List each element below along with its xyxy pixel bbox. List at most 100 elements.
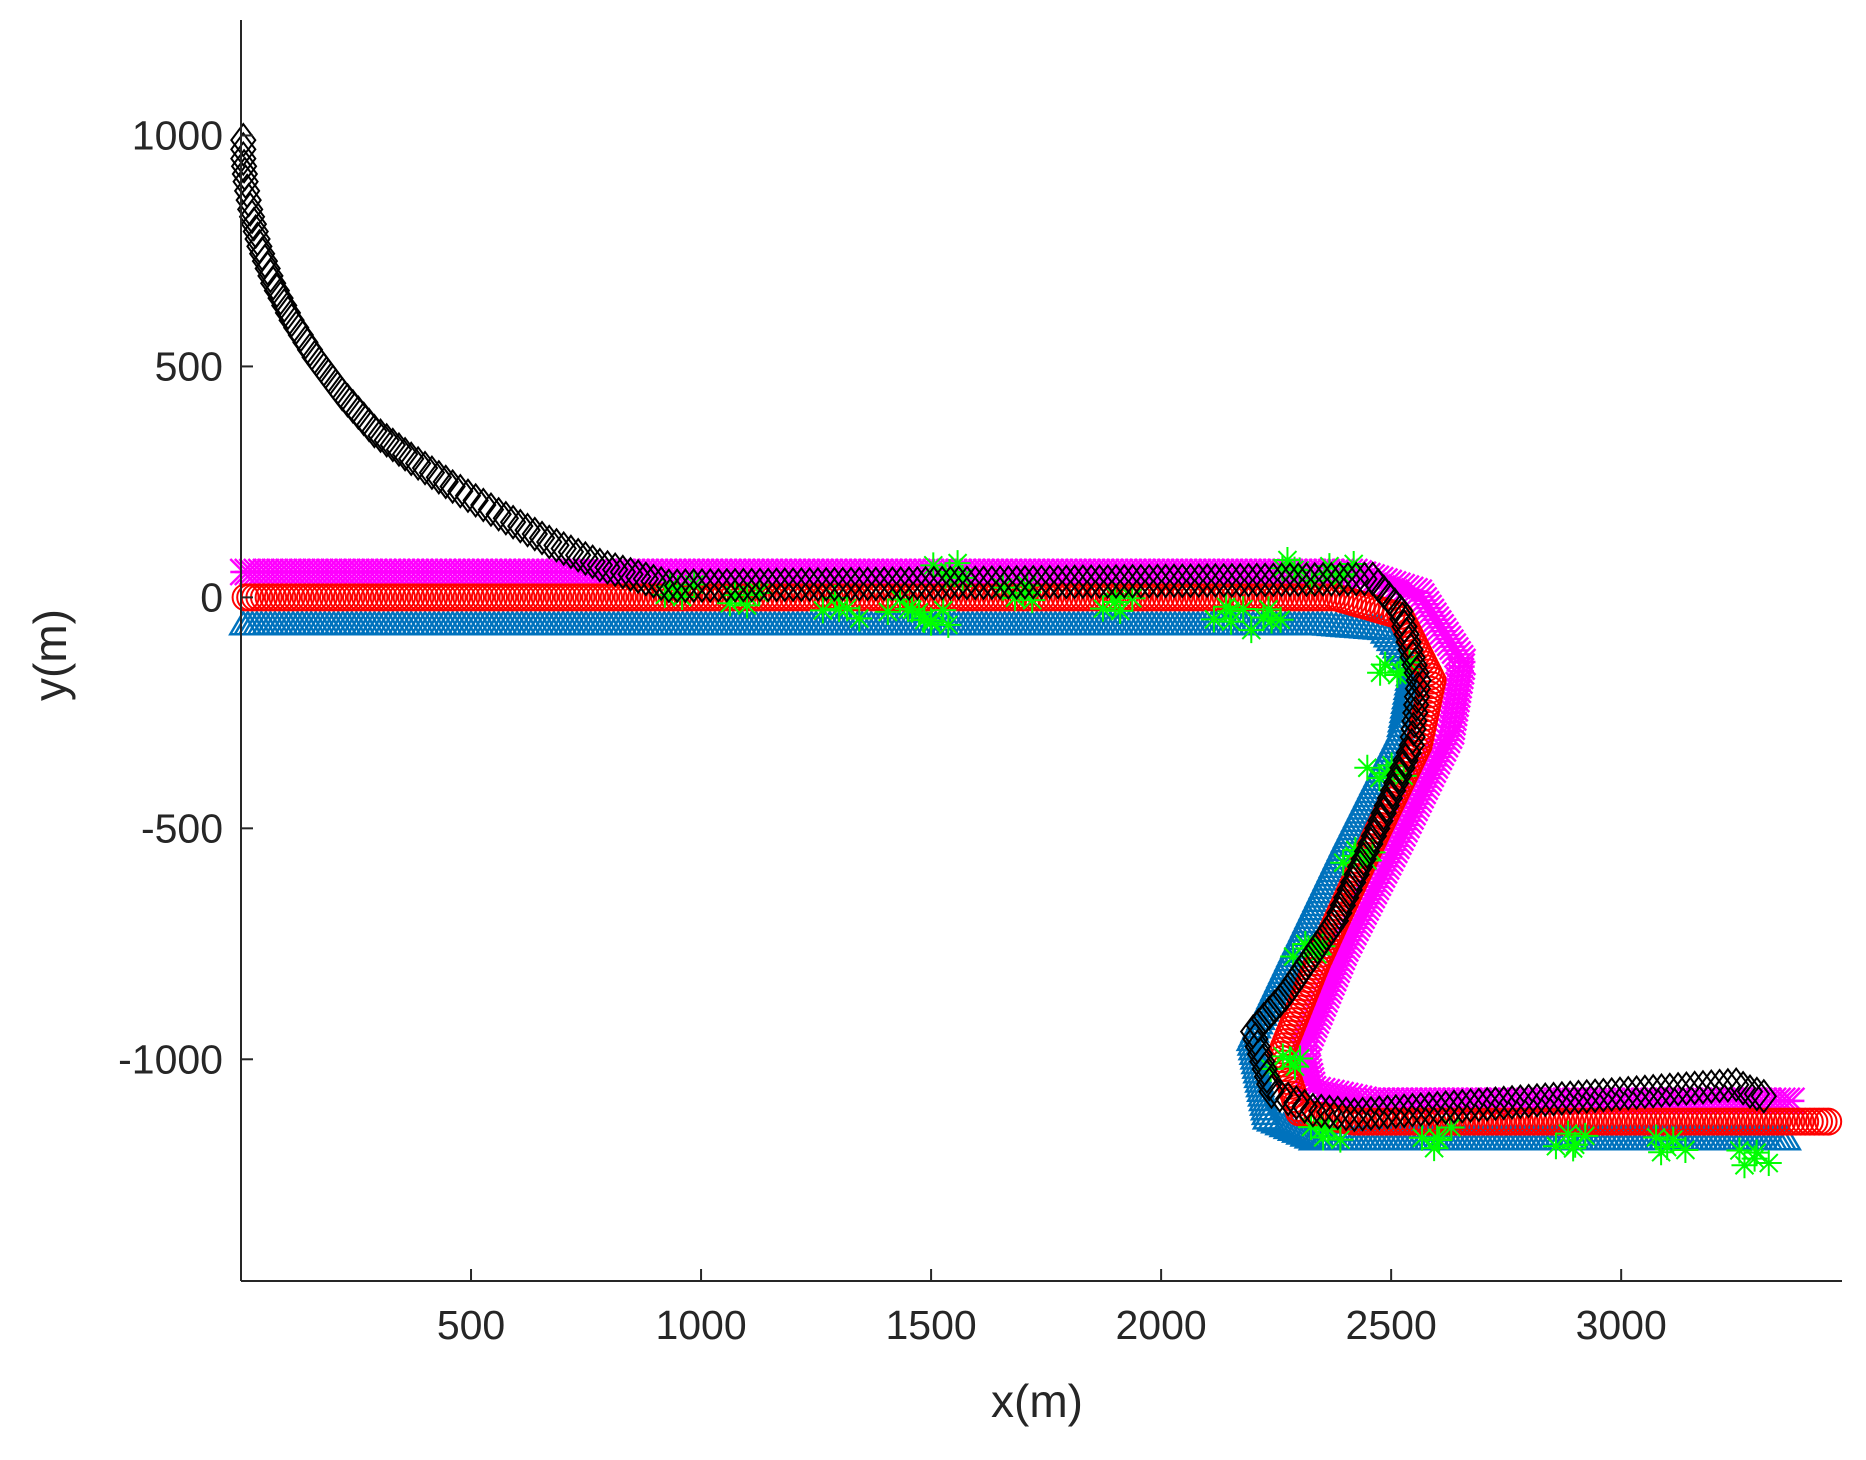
data-point — [474, 609, 505, 636]
data-point — [572, 540, 599, 577]
data-point — [1182, 609, 1214, 636]
data-point — [309, 609, 340, 636]
series-cross — [229, 558, 1806, 1115]
data-point — [1346, 849, 1374, 885]
data-point — [391, 436, 419, 472]
data-point — [1274, 547, 1301, 574]
series-triangle — [228, 609, 1802, 1151]
data-point — [989, 609, 1020, 636]
data-point — [1076, 609, 1108, 636]
data-point — [1253, 1058, 1281, 1095]
data-point — [800, 609, 832, 636]
data-point — [708, 609, 740, 636]
data-point — [341, 609, 372, 636]
data-point — [1741, 1145, 1768, 1172]
data-point — [557, 609, 588, 636]
data-point — [601, 552, 629, 588]
data-point — [1351, 561, 1378, 597]
data-point — [1370, 795, 1397, 831]
data-point — [575, 609, 606, 636]
data-point — [529, 609, 560, 636]
data-point — [273, 609, 304, 636]
data-point — [1063, 609, 1094, 636]
axes — [240, 20, 1842, 1282]
data-point — [1324, 1095, 1352, 1131]
data-point — [1307, 1093, 1335, 1129]
data-point — [528, 520, 556, 556]
data-point — [382, 609, 413, 636]
data-point — [259, 265, 287, 301]
data-point — [1367, 659, 1394, 686]
data-point — [521, 516, 549, 552]
data-point — [1750, 1078, 1778, 1114]
data-point — [368, 609, 399, 636]
data-point — [626, 609, 657, 636]
data-point — [1107, 597, 1134, 624]
data-point — [1389, 750, 1416, 786]
data-point — [874, 598, 901, 625]
data-point — [809, 597, 836, 624]
data-point — [1392, 742, 1419, 778]
tick-layer: 500 1000 1500 2000 2500 3000 1000 500 0 -500 -1000 — [118, 112, 1667, 1348]
data-point — [373, 609, 404, 636]
data-point — [400, 609, 432, 636]
data-point — [791, 609, 823, 636]
data-point — [1281, 1053, 1308, 1080]
data-point — [989, 574, 1016, 601]
data-point — [1304, 941, 1331, 968]
data-point — [257, 258, 284, 294]
data-point — [373, 422, 400, 459]
data-point — [246, 609, 277, 636]
data-point — [238, 199, 266, 235]
series-asterisk — [651, 547, 1782, 1179]
data-point — [975, 609, 1007, 636]
data-point — [759, 609, 790, 636]
data-point — [423, 609, 455, 636]
series-diamond — [230, 122, 1778, 1133]
data-point — [550, 530, 577, 567]
data-point — [603, 609, 634, 636]
data-point — [1771, 1124, 1802, 1151]
data-point — [1402, 695, 1429, 731]
data-point — [1330, 849, 1357, 876]
data-point — [492, 500, 520, 536]
data-point — [535, 524, 563, 560]
data-point — [507, 508, 534, 544]
data-point — [1280, 943, 1307, 970]
data-point — [754, 609, 786, 636]
data-point — [361, 413, 388, 449]
data-point — [1293, 609, 1324, 636]
data-point — [543, 609, 574, 636]
series-circle — [231, 583, 1843, 1136]
data-point — [354, 609, 386, 636]
data-point — [681, 571, 708, 598]
data-point — [446, 609, 478, 636]
data-point — [538, 609, 570, 636]
data-point — [391, 609, 422, 636]
series-layer — [228, 122, 1843, 1179]
data-point — [685, 609, 717, 636]
data-point — [1002, 584, 1028, 611]
data-point — [488, 609, 519, 636]
data-point — [451, 609, 482, 636]
data-point — [1402, 687, 1430, 723]
data-point — [1288, 609, 1319, 636]
data-point — [1266, 1077, 1294, 1113]
data-point — [1405, 662, 1432, 699]
data-point — [268, 609, 300, 636]
data-point — [1343, 856, 1370, 893]
data-point — [952, 609, 984, 636]
data-point — [1562, 1131, 1589, 1158]
data-point — [1755, 1150, 1782, 1177]
data-point — [432, 464, 459, 500]
data-point — [385, 431, 413, 468]
data-point — [649, 609, 680, 636]
x-axis-label: x(m) — [991, 1375, 1083, 1427]
data-point — [658, 609, 689, 636]
data-point — [1150, 609, 1181, 636]
data-point — [1360, 818, 1388, 854]
data-point — [267, 280, 294, 316]
data-point — [414, 609, 445, 636]
data-point — [1736, 1073, 1764, 1110]
data-point — [497, 609, 528, 636]
